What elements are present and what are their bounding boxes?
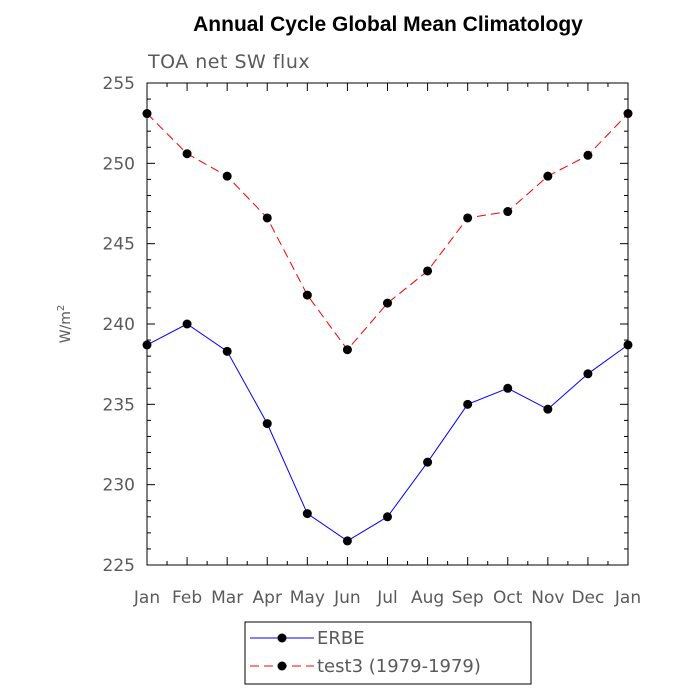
legend-marker-erbe bbox=[277, 633, 287, 643]
y-tick-label: 225 bbox=[103, 556, 135, 576]
y-tick-label: 230 bbox=[103, 476, 135, 496]
x-tick-label: Jul bbox=[376, 588, 398, 608]
y-tick-label: 235 bbox=[103, 395, 135, 415]
y-tick-label: 240 bbox=[103, 315, 135, 335]
data-point-erbe bbox=[302, 509, 312, 519]
data-point-test3 bbox=[302, 290, 312, 300]
data-point-erbe bbox=[142, 340, 152, 350]
data-point-test3 bbox=[182, 149, 192, 159]
axis-ticks bbox=[146, 82, 629, 566]
series-line-erbe bbox=[146, 323, 629, 542]
x-tick-label: Oct bbox=[493, 588, 523, 608]
x-tick-label: Jun bbox=[333, 588, 361, 608]
data-point-test3 bbox=[423, 266, 433, 276]
x-tick-label: May bbox=[290, 588, 325, 608]
chart-subtitle: TOA net SW flux bbox=[147, 51, 310, 73]
y-tick-label: 245 bbox=[103, 235, 135, 255]
y-tick-label: 250 bbox=[103, 154, 135, 174]
series-layer bbox=[142, 109, 633, 546]
data-point-test3 bbox=[342, 345, 352, 355]
data-point-erbe bbox=[182, 319, 192, 329]
legend: ERBE test3 (1979-1979) bbox=[244, 621, 532, 685]
y-axis-label-exponent: 2 bbox=[56, 305, 67, 311]
legend-marker-test3 bbox=[277, 661, 287, 671]
x-tick-label: Jan bbox=[614, 588, 641, 608]
data-point-test3 bbox=[383, 298, 392, 308]
data-point-test3 bbox=[262, 213, 272, 223]
x-axis-tick-labels: Jan Feb Mar Apr May Jun Jul Aug Sep Oct Nov Dec Jan bbox=[133, 588, 641, 608]
data-point-test3 bbox=[543, 171, 553, 181]
y-axis-label: W/m2 bbox=[56, 305, 74, 344]
x-tick-label: Sep bbox=[452, 588, 484, 608]
legend-label-test3: test3 (1979-1979) bbox=[317, 656, 481, 677]
data-point-test3 bbox=[142, 109, 152, 119]
y-axis-tick-labels: 225 230 235 240 245 250 255 bbox=[103, 74, 135, 576]
data-point-erbe bbox=[503, 383, 513, 393]
data-point-erbe bbox=[423, 457, 433, 467]
x-tick-label: Nov bbox=[531, 588, 564, 608]
data-point-erbe bbox=[222, 346, 232, 356]
x-tick-label: Aug bbox=[411, 588, 444, 608]
data-point-erbe bbox=[583, 369, 593, 379]
x-tick-label: Mar bbox=[211, 588, 243, 608]
x-tick-label: Jan bbox=[133, 588, 160, 608]
y-axis-label-text: W/m bbox=[58, 311, 74, 343]
legend-label-erbe: ERBE bbox=[317, 628, 365, 649]
data-point-erbe bbox=[543, 404, 553, 414]
data-point-test3 bbox=[503, 207, 513, 217]
series-line-test3 bbox=[146, 113, 629, 351]
plot-frame bbox=[146, 82, 629, 566]
data-point-erbe bbox=[463, 399, 473, 409]
data-point-test3 bbox=[463, 213, 473, 223]
data-point-test3 bbox=[222, 171, 232, 181]
x-tick-label: Apr bbox=[253, 588, 282, 608]
data-point-test3 bbox=[583, 150, 593, 160]
x-tick-label: Dec bbox=[571, 588, 604, 608]
data-point-test3 bbox=[623, 109, 633, 119]
data-point-erbe bbox=[342, 536, 352, 546]
y-tick-label: 255 bbox=[103, 74, 135, 94]
legend-box bbox=[244, 621, 532, 685]
chart-title: Annual Cycle Global Mean Climatology bbox=[193, 13, 583, 36]
data-point-erbe bbox=[623, 340, 633, 350]
x-tick-label: Feb bbox=[172, 588, 202, 608]
data-point-erbe bbox=[383, 512, 392, 522]
data-point-erbe bbox=[262, 419, 272, 429]
